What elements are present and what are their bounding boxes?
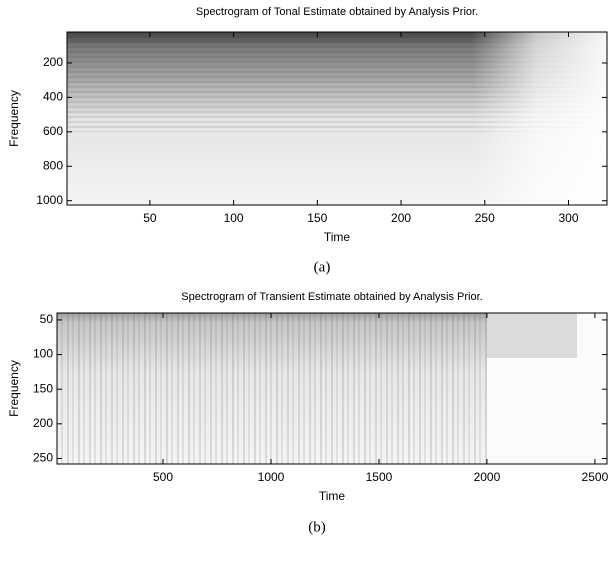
x-tick-label: 150: [307, 211, 327, 225]
y-tick-label: 200: [33, 416, 53, 430]
x-tick-label: 2500: [582, 470, 609, 484]
caption: (b): [308, 519, 326, 535]
y-tick-label: 100: [33, 347, 53, 361]
plot-frame: [66, 31, 608, 206]
x-tick-label: 1000: [258, 470, 285, 484]
x-tick-label: 50: [143, 211, 157, 225]
x-axis-label: Time: [319, 489, 346, 503]
y-axis-label: Frequency: [7, 360, 21, 417]
x-tick-label: 300: [558, 211, 578, 225]
y-tick-label: 200: [43, 55, 63, 69]
y-tick-label: 400: [43, 90, 63, 104]
x-tick-label: 100: [224, 211, 244, 225]
chart-title: Spectrogram of Transient Estimate obtain…: [181, 291, 482, 303]
y-axis-label: Frequency: [7, 90, 21, 147]
y-tick-label: 150: [33, 381, 53, 395]
x-tick-label: 1500: [366, 470, 393, 484]
y-tick-label: 50: [40, 312, 54, 326]
x-tick-label: 500: [153, 470, 173, 484]
spectrogram-image: [57, 32, 607, 464]
x-tick-label: 2000: [474, 470, 501, 484]
plot-frame: [56, 312, 608, 465]
x-tick-label: 250: [475, 211, 495, 225]
y-tick-label: 250: [33, 451, 53, 465]
caption: (a): [314, 259, 331, 275]
y-tick-label: 600: [43, 124, 63, 138]
y-tick-label: 1000: [36, 193, 63, 207]
x-tick-label: 200: [391, 211, 411, 225]
chart-title: Spectrogram of Tonal Estimate obtained b…: [196, 6, 478, 18]
x-axis-label: Time: [324, 230, 351, 244]
y-tick-label: 800: [43, 158, 63, 172]
